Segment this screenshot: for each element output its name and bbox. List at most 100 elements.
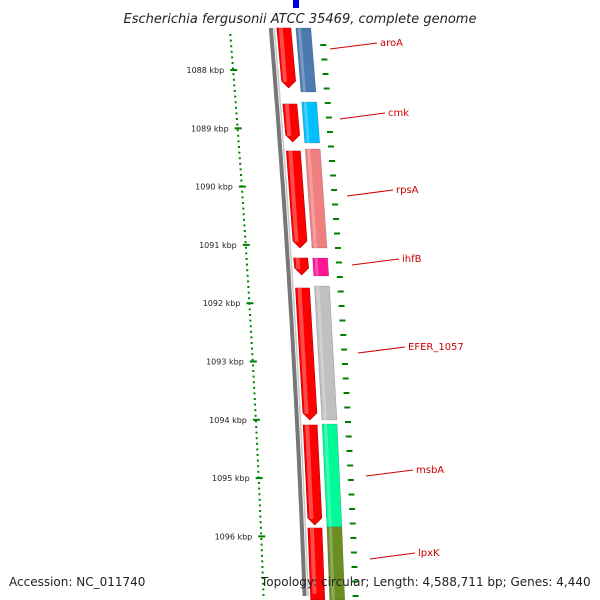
gc-dot [249,319,252,322]
gc-dot [239,162,242,165]
cds-highlight [295,258,301,269]
gene-block [301,101,321,144]
gc-dot [257,482,260,484]
gene-block [321,423,343,528]
gc-dot [238,157,241,160]
gc-dot [237,134,240,137]
gc-dot [259,510,262,512]
backbone-highlight [273,27,309,597]
gc-dot [257,470,260,473]
gc-dot [232,67,235,70]
gene-block [304,148,328,249]
gc-dot [247,286,250,288]
gc-dot [237,146,240,148]
gc-dot [237,140,240,143]
gene-block [295,27,317,93]
gc-dot [248,308,251,311]
gene-label: cmk [388,108,409,119]
cds-highlight [284,104,292,136]
gc-dot [244,246,247,249]
gene-block [312,257,330,277]
gc-dot [235,118,238,120]
label-leader [357,346,406,354]
gc-dot [236,123,239,126]
gc-dot [254,420,257,423]
kbp-label: 1096 kbp [215,532,253,541]
gc-dot [250,330,253,333]
gc-dot [245,263,248,266]
gc-dot [250,336,253,339]
gc-dot [250,342,253,344]
gene-labels: aroA cmk rpsA ihfB EFER_1057 msbA lpxK [329,38,464,560]
gc-dot [252,381,255,384]
gc-dot [255,431,258,434]
gc-dot [242,207,245,210]
gc-dot [243,230,246,232]
gc-dot [260,532,263,535]
gene-label: rpsA [396,185,419,196]
gc-dot [242,213,245,216]
cds-highlight [309,528,317,594]
gc-skew-dots [229,34,265,596]
kbp-label: 1095 kbp [212,474,250,483]
gc-dot [244,241,247,244]
gc-dot [238,151,241,154]
label-leader [339,112,386,120]
gc-dot [254,409,257,412]
gc-dot [235,106,238,109]
kbp-label: 1088 kbp [187,66,225,75]
gc-dot [251,358,254,361]
genome-summary: Topology: circular; Length: 4,588,711 bp… [261,575,591,589]
gene-block [326,526,346,600]
gene-highlight [328,527,335,600]
gc-dot [256,454,259,456]
gene-label: EFER_1057 [408,342,464,353]
gc-dot [234,95,237,98]
kbp-label: 1093 kbp [206,358,244,367]
gc-dot [233,84,236,87]
gc-dot [253,386,256,389]
gc-dot [258,487,261,490]
gene-highlight [303,102,310,143]
kbp-ruler: 1088 kbp 1089 kbp 1090 kbp 1091 kbp 1092 kbp… [187,44,359,597]
gc-dot [260,549,263,552]
gc-dot [252,370,255,372]
gene-highlight [324,424,332,527]
gc-dot [229,39,232,42]
label-leader [365,469,414,477]
gc-dot [251,364,254,367]
gc-dot [261,554,264,557]
gene-highlight [314,258,319,276]
gc-dot [255,437,258,440]
gc-dot [247,291,250,294]
gene-highlight [307,149,317,248]
label-leader [369,552,416,560]
gc-dot [251,347,254,350]
gc-dot [241,196,244,199]
gc-dot [257,465,260,468]
gc-dot [229,34,232,36]
accession-text: Accession: NC_011740 [9,575,146,589]
gc-dot [259,521,262,524]
gc-dot [262,594,265,596]
gc-dot [230,50,233,53]
gc-dot [253,392,256,395]
gc-dot [231,62,234,64]
gc-dot [262,588,265,591]
backbone-line [268,27,309,597]
gc-dot [245,252,248,255]
gene-label: aroA [380,38,403,49]
gc-dot [231,56,234,59]
gene-highlight [316,286,327,420]
gc-dot [240,179,243,182]
gc-dot [261,571,264,574]
label-leader [329,42,378,50]
label-leader [351,258,400,266]
gene-label: lpxK [418,548,440,559]
gc-dot [230,45,233,48]
kbp-label: 1092 kbp [203,299,241,308]
gc-dot [244,235,247,238]
gc-dot [262,582,265,585]
gc-dot [241,190,244,193]
gene-highlight [297,28,306,92]
